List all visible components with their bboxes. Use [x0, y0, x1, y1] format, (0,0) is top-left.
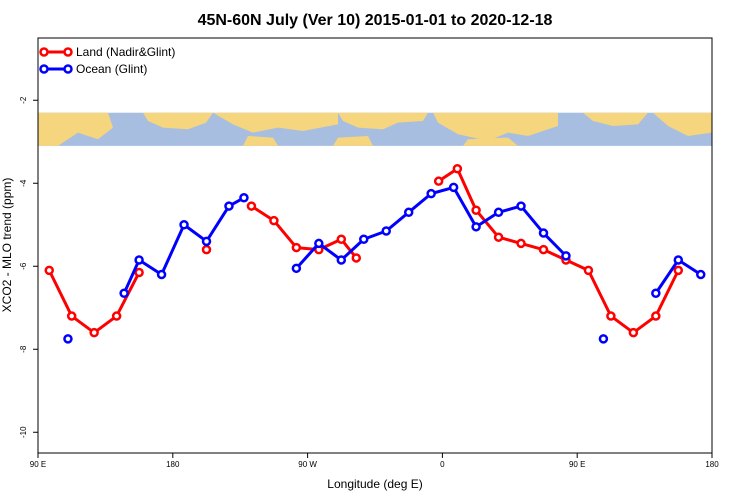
legend-label-ocean: Ocean (Glint) — [76, 62, 147, 76]
series-line — [122, 196, 245, 294]
series-line — [47, 269, 141, 335]
data-point — [291, 263, 302, 274]
y-tick-label: -10 — [19, 426, 28, 438]
data-point — [179, 220, 189, 230]
data-point — [336, 234, 347, 245]
data-point — [269, 215, 279, 226]
series-line — [654, 258, 702, 295]
data-point — [673, 255, 684, 265]
map-landmass — [433, 112, 558, 141]
data-point — [493, 207, 504, 218]
data-point — [111, 311, 122, 321]
data-point — [119, 288, 129, 298]
data-point — [673, 265, 684, 276]
y-tick-label: -4 — [19, 179, 28, 187]
map-landmass — [583, 112, 648, 126]
data-point — [516, 201, 526, 211]
x-tick-label: 90 W — [298, 460, 317, 469]
data-point — [44, 265, 54, 276]
data-point — [583, 265, 594, 276]
data-point — [651, 311, 661, 321]
y-axis: -2 -4 -6 -8 -10 — [19, 96, 38, 438]
data-point — [224, 201, 234, 211]
legend-label-land: Land (Nadir&Glint) — [76, 45, 175, 59]
series-line — [437, 167, 680, 335]
map-landmass — [243, 135, 278, 146]
y-tick-label: -6 — [19, 262, 28, 270]
data-point — [63, 334, 73, 344]
data-point — [336, 255, 347, 265]
data-point — [201, 244, 212, 255]
legend-marker-ocean — [39, 64, 49, 74]
x-tick-label: 180 — [705, 460, 719, 469]
chart-title: 45N-60N July (Ver 10) 2015-01-01 to 2020… — [198, 12, 553, 29]
data-point — [561, 251, 571, 261]
map-landmass — [143, 112, 213, 130]
data-point — [598, 334, 609, 344]
data-point — [538, 228, 549, 238]
map-landmass — [338, 112, 428, 130]
data-point — [201, 236, 212, 247]
data-point — [403, 207, 414, 218]
series-layer — [44, 163, 706, 344]
data-point — [606, 311, 616, 321]
data-point — [651, 288, 661, 298]
series-ocean — [63, 182, 706, 344]
data-point — [696, 269, 706, 280]
data-point — [291, 242, 302, 253]
legend: Land (Nadir&Glint) Ocean (Glint) — [39, 45, 175, 76]
data-point — [493, 232, 504, 242]
y-tick-label: -2 — [19, 96, 28, 104]
data-point — [134, 255, 144, 265]
data-point — [516, 238, 526, 249]
data-point — [628, 327, 639, 338]
x-tick-label: 180 — [166, 460, 180, 469]
legend-marker-land — [39, 47, 49, 57]
map-land — [38, 112, 712, 146]
x-axis-label: Longitude (deg E) — [327, 477, 422, 491]
data-point — [134, 267, 144, 278]
series-line — [295, 185, 568, 270]
data-point — [433, 176, 444, 186]
x-tick-label: 0 — [440, 460, 445, 469]
data-point — [452, 163, 463, 174]
world-map-band — [38, 112, 712, 146]
data-point — [314, 238, 324, 249]
data-point — [351, 253, 362, 263]
map-landmass — [333, 135, 373, 146]
data-point — [381, 226, 391, 236]
y-axis-label: XCO2 - MLO trend (ppm) — [0, 178, 14, 313]
data-point — [426, 188, 436, 199]
plot-frame — [37, 37, 713, 454]
data-point — [538, 244, 549, 255]
data-point — [246, 201, 257, 211]
data-point — [156, 269, 167, 280]
y-tick-label: -8 — [19, 345, 28, 353]
map-landmass — [653, 112, 712, 136]
x-tick-label: 90 E — [569, 460, 585, 469]
data-point — [448, 182, 459, 193]
data-point — [66, 311, 77, 321]
x-axis: 90 E 180 90 W 0 90 E 180 — [30, 453, 719, 469]
data-point — [471, 205, 481, 215]
legend-marker-ocean-end — [63, 64, 73, 74]
map-landmass — [38, 112, 113, 146]
map-landmass — [463, 137, 518, 146]
x-tick-label: 90 E — [30, 460, 46, 469]
series-land — [44, 163, 684, 338]
data-point — [89, 327, 99, 338]
map-landmass — [213, 112, 338, 133]
data-point — [359, 234, 369, 245]
legend-marker-land-end — [63, 47, 73, 57]
data-point — [239, 193, 249, 203]
series-line — [250, 204, 358, 259]
data-point — [471, 222, 481, 232]
